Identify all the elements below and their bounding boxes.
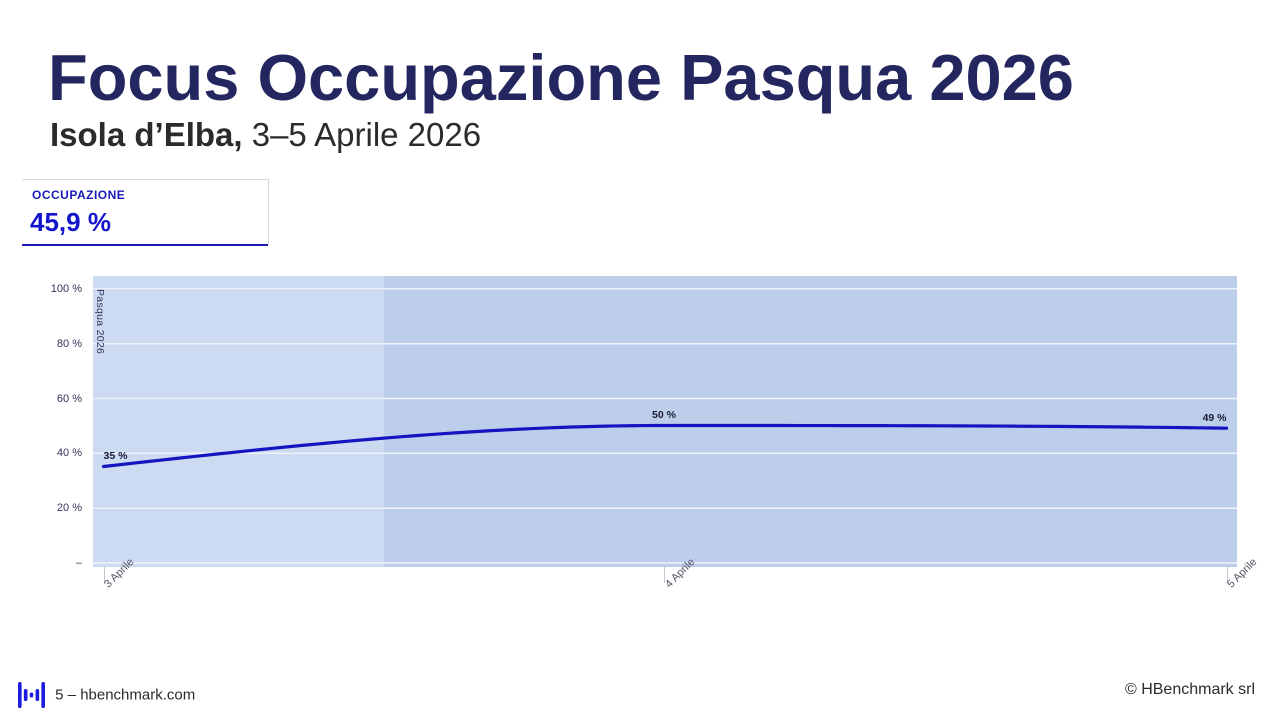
svg-text:49 %: 49 %: [1203, 412, 1228, 424]
svg-text:50 %: 50 %: [652, 409, 677, 421]
svg-text:35 %: 35 %: [104, 450, 129, 462]
